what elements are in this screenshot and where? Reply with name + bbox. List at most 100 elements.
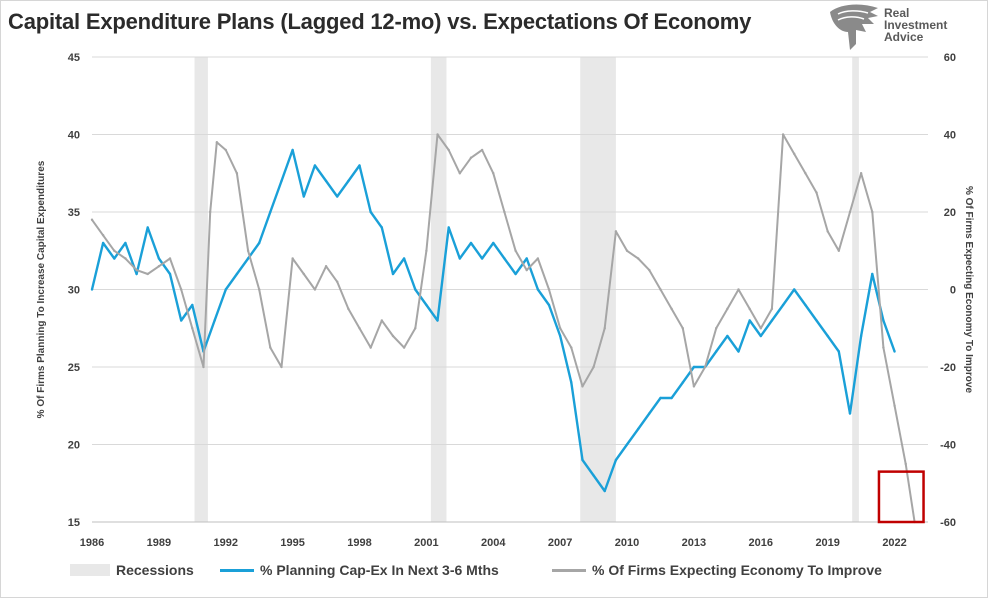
- legend-swatch-economy: [552, 568, 586, 572]
- data-point: [614, 230, 618, 233]
- data-point: [848, 412, 852, 415]
- x-tick-label: 2010: [615, 537, 639, 549]
- data-point: [670, 307, 673, 311]
- data-point: [536, 288, 540, 291]
- logo: Real Investment Advice: [826, 2, 976, 54]
- data-point: [648, 412, 651, 415]
- data-point: [380, 226, 384, 229]
- x-tick-label: 2007: [548, 537, 572, 549]
- data-point: [793, 288, 796, 291]
- data-point: [837, 249, 841, 252]
- y-right-tick-label: 20: [944, 207, 956, 219]
- data-point: [670, 396, 673, 400]
- data-point: [659, 288, 662, 291]
- data-point: [224, 148, 227, 152]
- data-point: [737, 288, 740, 291]
- data-point: [804, 172, 807, 175]
- data-point: [770, 307, 774, 311]
- data-point: [113, 249, 116, 252]
- data-point: [692, 385, 696, 388]
- data-point: [101, 241, 105, 245]
- y-left-tick-label: 30: [68, 285, 80, 297]
- data-point: [570, 381, 573, 384]
- data-point: [369, 210, 372, 214]
- y-left-tick-label: 25: [68, 362, 80, 374]
- x-tick-label: 1992: [214, 537, 238, 549]
- data-point: [90, 288, 94, 291]
- series-line-economy: [91, 133, 916, 523]
- data-point: [447, 226, 450, 229]
- data-point: [525, 268, 528, 272]
- data-point: [336, 195, 339, 198]
- data-point: [503, 210, 506, 214]
- legend-swatch-capex: [220, 568, 254, 572]
- x-tick-label: 1998: [347, 537, 371, 549]
- highlight-box: [877, 470, 925, 524]
- data-point: [179, 319, 183, 322]
- data-point: [871, 210, 874, 214]
- data-point: [882, 346, 885, 349]
- data-point: [402, 346, 406, 349]
- data-point: [904, 462, 907, 466]
- data-point: [815, 319, 818, 322]
- series: [90, 133, 916, 524]
- logo-line-2: Investment: [884, 18, 948, 32]
- x-tick-label: 2001: [414, 537, 438, 549]
- data-point: [882, 319, 885, 322]
- data-point: [558, 327, 562, 330]
- data-point: [636, 427, 640, 431]
- data-point: [648, 268, 651, 272]
- data-point: [447, 148, 450, 152]
- data-point: [859, 172, 863, 175]
- data-point: [525, 257, 528, 260]
- data-point: [603, 327, 606, 330]
- data-point: [391, 272, 395, 276]
- y-left-tick-label: 15: [68, 517, 80, 529]
- x-tick-label: 1989: [147, 537, 171, 549]
- data-point: [492, 172, 495, 175]
- data-point: [324, 179, 328, 183]
- data-point: [859, 334, 863, 338]
- data-point: [715, 327, 718, 330]
- data-point: [848, 210, 852, 214]
- data-point: [269, 210, 272, 214]
- data-point: [781, 303, 785, 307]
- axes: 15 20 25 30 35 40 45 -60 -40 -20 0 20 40 60 1986 1989 19…: [68, 52, 956, 549]
- data-point: [458, 257, 462, 260]
- data-point: [90, 218, 94, 221]
- y-right-tick-label: -40: [940, 440, 956, 452]
- data-point: [436, 319, 439, 322]
- data-point: [101, 234, 105, 237]
- data-point: [837, 350, 841, 353]
- legend-item-recessions: Recessions: [70, 562, 194, 578]
- data-point: [135, 268, 138, 272]
- data-point: [536, 257, 540, 260]
- data-point: [781, 133, 785, 136]
- data-point: [179, 288, 183, 291]
- data-point: [793, 152, 796, 156]
- x-tick-label: 1995: [280, 537, 304, 549]
- data-point: [246, 257, 250, 260]
- data-point: [737, 350, 740, 353]
- data-point: [469, 156, 473, 159]
- y-axis-left-label: % Of Firms Planning To Increase Capital …: [36, 160, 47, 418]
- gridlines: [92, 56, 928, 445]
- data-point: [113, 257, 116, 260]
- data-point: [480, 148, 484, 152]
- data-point: [269, 346, 272, 349]
- data-point: [291, 148, 294, 152]
- data-point: [603, 489, 606, 493]
- y-right-tick-label: -20: [940, 362, 956, 374]
- data-point: [258, 241, 261, 245]
- data-point: [681, 381, 684, 384]
- data-point: [146, 272, 149, 276]
- data-point: [558, 334, 562, 338]
- data-point: [748, 307, 751, 311]
- y-right-tick-label: 40: [944, 130, 956, 142]
- y-left-tick-label: 20: [68, 440, 80, 452]
- data-point: [168, 272, 172, 276]
- legend-label-recessions: Recessions: [116, 562, 194, 578]
- data-point: [369, 346, 372, 349]
- data-point: [592, 474, 595, 477]
